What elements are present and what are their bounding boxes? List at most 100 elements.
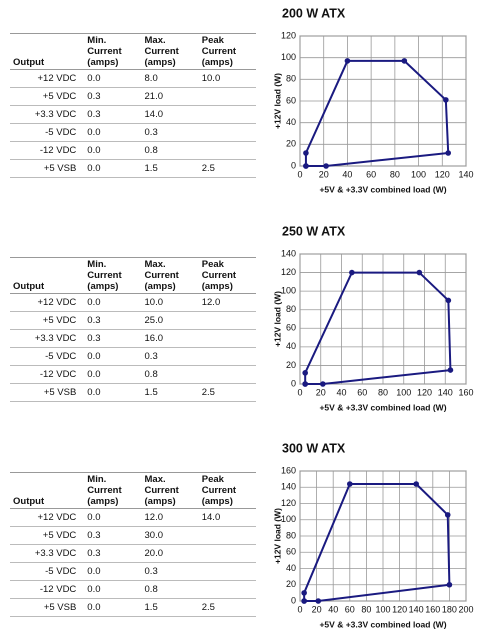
cell: -12 VDC [10, 141, 85, 160]
x-tick-label: 180 [442, 604, 457, 614]
line [303, 483, 451, 602]
x-tick-label: 0 [297, 604, 302, 614]
header-row: Output Min. Current (amps) Max. Current (a… [10, 472, 256, 509]
point [303, 150, 309, 156]
y-tick-label: 60 [286, 547, 296, 557]
y-tick-label: 20 [286, 579, 296, 589]
x-tick-label: 100 [411, 169, 426, 179]
spec-table: Output Min. Current (amps) Max. Current (a… [10, 257, 256, 402]
row: -12 VDC 0.0 0.8 [10, 580, 256, 599]
line [304, 271, 452, 385]
row: -12 VDC 0.0 0.8 [10, 365, 256, 384]
x-tick-label: 160 [458, 387, 473, 397]
x-axis-label: +5V & +3.3V combined load (W) [319, 619, 446, 629]
x-tick-label: 80 [390, 169, 400, 179]
cell: 8.0 [141, 69, 199, 88]
cell: -12 VDC [10, 365, 85, 384]
cell [198, 365, 256, 384]
cell [198, 87, 256, 106]
row: +3.3 VDC 0.3 16.0 [10, 329, 256, 348]
point [443, 97, 449, 103]
cell [198, 105, 256, 124]
cell: 0.0 [84, 123, 142, 142]
y-tick-label: 100 [281, 52, 296, 62]
point [301, 598, 307, 604]
cell: +3.3 VDC [10, 544, 85, 563]
y-tick-label: 160 [281, 465, 296, 475]
x-tick-label: 140 [458, 169, 473, 179]
cell: 0.0 [84, 141, 142, 160]
x-tick-label: 0 [297, 387, 302, 397]
y-tick-label: 40 [286, 341, 296, 351]
cell: 2.5 [198, 598, 256, 617]
point [323, 163, 329, 169]
cell: 0.3 [84, 544, 142, 563]
cell: 0.0 [84, 69, 142, 88]
x-tick-label: 60 [366, 169, 376, 179]
cell: 0.8 [141, 365, 199, 384]
row: +5 VDC 0.3 30.0 [10, 526, 256, 545]
cell: 30.0 [141, 526, 199, 545]
point [444, 512, 451, 518]
cell: 0.0 [84, 365, 142, 384]
x-tick-label: 20 [319, 169, 329, 179]
y-tick-label: 80 [286, 530, 296, 540]
point [302, 381, 308, 387]
cell [198, 526, 256, 545]
header-cell: Max. Current (amps) [141, 472, 199, 509]
x-tick-label: 80 [378, 387, 388, 397]
y-tick-label: 80 [286, 74, 296, 84]
row: +5 VSB 0.0 1.5 2.5 [10, 159, 256, 178]
y-tick-label: 100 [281, 514, 296, 524]
cell [198, 347, 256, 366]
chart: 250 W ATX 0 20 40 60 80 100 120 140 0 20 40 60 80 100 1… [272, 224, 473, 412]
y-tick-label: 20 [286, 139, 296, 149]
spec-table: Output Min. Current (amps) Max. Current (a… [10, 472, 256, 617]
cell: +12 VDC [10, 69, 85, 88]
x-tick-label: 100 [375, 604, 390, 614]
y-tick-label: 0 [291, 595, 296, 605]
cell: +5 VSB [10, 598, 85, 617]
row: +12 VDC 0.0 8.0 10.0 [10, 69, 256, 88]
cell: 20.0 [141, 544, 199, 563]
x-tick-label: 20 [316, 387, 326, 397]
y-tick-label: 80 [286, 304, 296, 314]
cell: -5 VDC [10, 347, 85, 366]
point [413, 481, 419, 487]
point [302, 370, 308, 376]
header-cell: Peak Current (amps) [198, 33, 256, 70]
point [349, 269, 355, 276]
cell: 0.0 [84, 293, 142, 312]
cell: +12 VDC [10, 293, 85, 312]
x-tick-label: 100 [396, 387, 411, 397]
row: -5 VDC 0.0 0.3 [10, 123, 256, 142]
cell: 0.0 [84, 347, 142, 366]
cell: +5 VSB [10, 383, 85, 402]
header-cell: Min. Current (amps) [84, 472, 142, 509]
row: +3.3 VDC 0.3 20.0 [10, 544, 256, 563]
y-tick-label: 0 [291, 378, 296, 388]
cell: 12.0 [141, 508, 199, 527]
x-tick-label: 200 [458, 604, 473, 614]
cell: 0.3 [84, 311, 142, 330]
header-cell: Min. Current (amps) [84, 257, 142, 294]
cell: +5 VSB [10, 159, 85, 178]
cell: -12 VDC [10, 580, 85, 599]
cell: 10.0 [198, 69, 256, 88]
row: +12 VDC 0.0 10.0 12.0 [10, 293, 256, 312]
y-tick-label: 20 [286, 360, 296, 370]
cell: 1.5 [141, 159, 199, 178]
header-cell: Output [10, 472, 85, 509]
row: +12 VDC 0.0 12.0 14.0 [10, 508, 256, 527]
y-tick-label: 120 [281, 267, 296, 277]
cell: +12 VDC [10, 508, 85, 527]
y-tick-label: 0 [291, 160, 296, 170]
point [315, 598, 322, 604]
x-tick-label: 160 [425, 604, 440, 614]
cell [198, 123, 256, 142]
x-tick-label: 40 [336, 387, 346, 397]
x-tick-label: 140 [438, 387, 453, 397]
row: -5 VDC 0.0 0.3 [10, 562, 256, 581]
cell: +5 VDC [10, 526, 85, 545]
x-tick-label: 0 [297, 169, 302, 179]
